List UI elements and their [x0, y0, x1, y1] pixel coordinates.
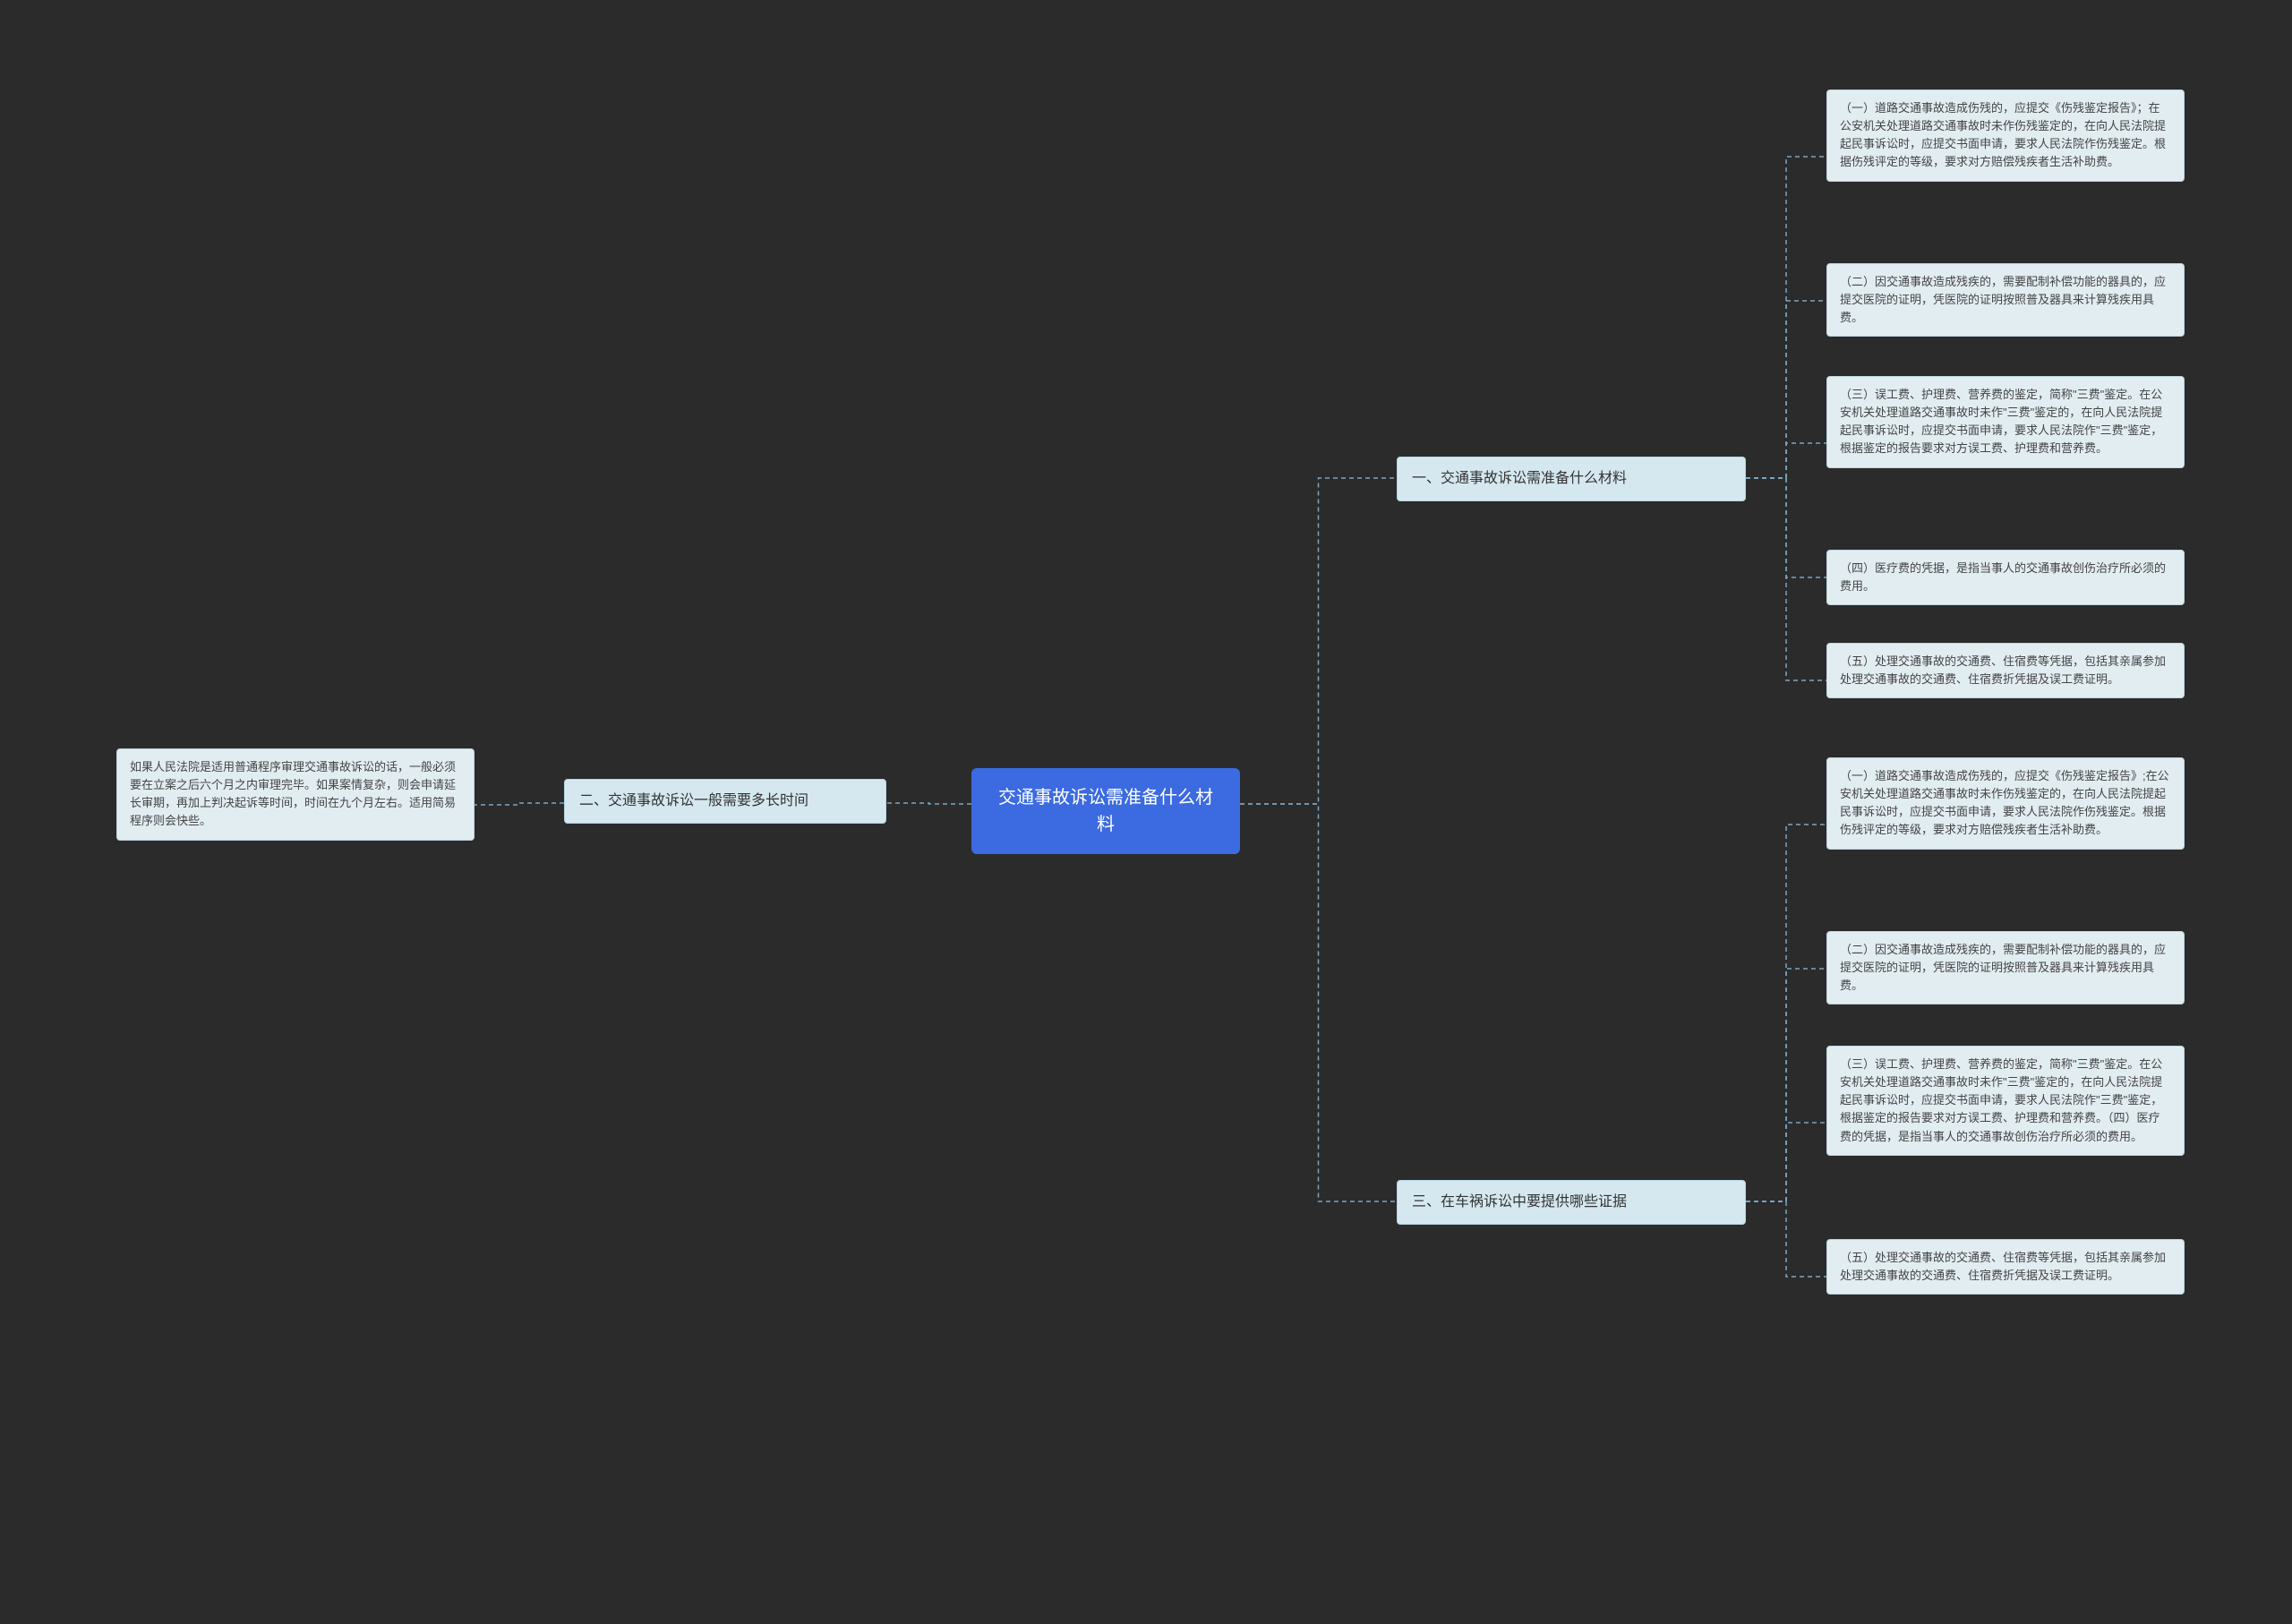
leaf-b1_2[interactable]: （二）因交通事故造成残疾的，需要配制补偿功能的器具的，应提交医院的证明，凭医院的…: [1826, 263, 2185, 337]
leaf-b1_3[interactable]: （三）误工费、护理费、营养费的鉴定，简称"三费"鉴定。在公安机关处理道路交通事故…: [1826, 376, 2185, 468]
leaf-b1_1[interactable]: （一）道路交通事故造成伤残的，应提交《伤残鉴定报告》；在公安机关处理道路交通事故…: [1826, 90, 2185, 182]
branch-b1[interactable]: 一、交通事故诉讼需准备什么材料: [1397, 457, 1746, 501]
leaf-b1_4[interactable]: （四）医疗费的凭据，是指当事人的交通事故创伤治疗所必须的费用。: [1826, 550, 2185, 605]
branch-b2[interactable]: 二、交通事故诉讼一般需要多长时间: [564, 779, 886, 824]
leaf-b3_4[interactable]: （五）处理交通事故的交通费、住宿费等凭据，包括其亲属参加处理交通事故的交通费、住…: [1826, 1239, 2185, 1295]
leaf-b3_1[interactable]: （一）道路交通事故造成伤残的，应提交《伤残鉴定报告》;在公安机关处理道路交通事故…: [1826, 757, 2185, 850]
branch-b3[interactable]: 三、在车祸诉讼中要提供哪些证据: [1397, 1180, 1746, 1225]
leaf-b3_2[interactable]: （二）因交通事故造成残疾的，需要配制补偿功能的器具的，应提交医院的证明，凭医院的…: [1826, 931, 2185, 1004]
leaf-b3_3[interactable]: （三）误工费、护理费、营养费的鉴定，简称"三费"鉴定。在公安机关处理道路交通事故…: [1826, 1046, 2185, 1156]
leaf-b2_1[interactable]: 如果人民法院是适用普通程序审理交通事故诉讼的话，一般必须要在立案之后六个月之内审…: [116, 748, 475, 841]
leaf-b1_5[interactable]: （五）处理交通事故的交通费、住宿费等凭据，包括其亲属参加处理交通事故的交通费、住…: [1826, 643, 2185, 698]
mindmap-canvas: 交通事故诉讼需准备什么材料 一、交通事故诉讼需准备什么材料三、在车祸诉讼中要提供哪…: [0, 0, 2292, 1624]
root-node[interactable]: 交通事故诉讼需准备什么材料: [971, 768, 1240, 854]
